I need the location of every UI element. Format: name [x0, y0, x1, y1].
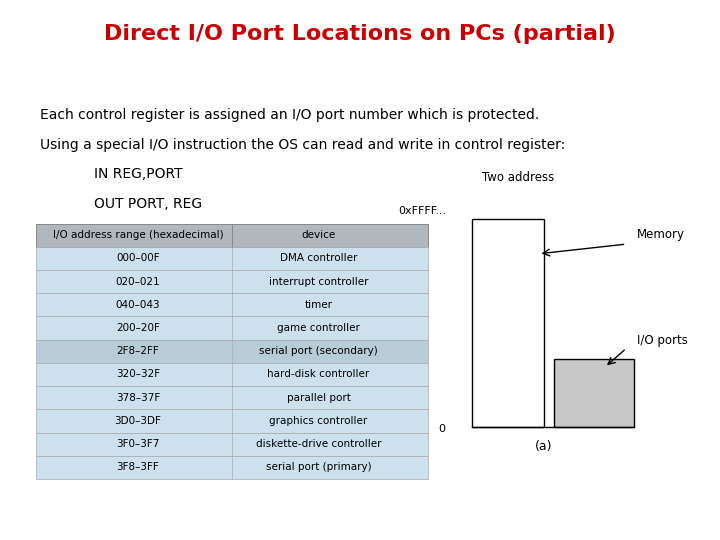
- Text: 0: 0: [438, 424, 445, 434]
- Text: timer: timer: [305, 300, 333, 310]
- Text: Using a special I/O instruction the OS can read and write in control register:: Using a special I/O instruction the OS c…: [40, 138, 565, 152]
- Text: (a): (a): [535, 440, 552, 453]
- Text: game controller: game controller: [277, 323, 360, 333]
- Text: Two address: Two address: [482, 171, 554, 184]
- Text: DMA controller: DMA controller: [280, 253, 357, 264]
- Text: hard-disk controller: hard-disk controller: [267, 369, 369, 380]
- Text: 378–37F: 378–37F: [116, 393, 160, 403]
- Text: interrupt controller: interrupt controller: [269, 276, 368, 287]
- Text: 020–021: 020–021: [116, 276, 161, 287]
- Text: IN REG,PORT: IN REG,PORT: [94, 167, 182, 181]
- Bar: [36, 224, 428, 247]
- Bar: [36, 409, 428, 433]
- Bar: [36, 293, 428, 316]
- Text: OUT PORT, REG: OUT PORT, REG: [94, 197, 202, 211]
- Text: 0xFFFF...: 0xFFFF...: [398, 206, 446, 215]
- Text: device: device: [302, 231, 336, 240]
- Text: serial port (secondary): serial port (secondary): [259, 346, 378, 356]
- Text: 320–32F: 320–32F: [116, 369, 160, 380]
- Text: I/O address range (hexadecimal): I/O address range (hexadecimal): [53, 231, 223, 240]
- Text: I/O ports: I/O ports: [637, 334, 688, 347]
- Bar: [36, 270, 428, 293]
- Text: diskette-drive controller: diskette-drive controller: [256, 439, 382, 449]
- Text: Memory: Memory: [637, 228, 685, 241]
- Bar: [36, 247, 428, 270]
- Bar: [554, 359, 634, 427]
- Text: 3D0–3DF: 3D0–3DF: [114, 416, 161, 426]
- Text: graphics controller: graphics controller: [269, 416, 368, 426]
- Text: 3F0–3F7: 3F0–3F7: [117, 439, 160, 449]
- Bar: [36, 316, 428, 340]
- Bar: [36, 386, 428, 409]
- Bar: [36, 340, 428, 363]
- Bar: [472, 219, 544, 427]
- Bar: [36, 456, 428, 479]
- Bar: [36, 363, 428, 386]
- Text: Direct I/O Port Locations on PCs (partial): Direct I/O Port Locations on PCs (partia…: [104, 24, 616, 44]
- Text: 040–043: 040–043: [116, 300, 161, 310]
- Text: 2F8–2FF: 2F8–2FF: [117, 346, 159, 356]
- Bar: [36, 433, 428, 456]
- Text: parallel port: parallel port: [287, 393, 351, 403]
- Text: 000–00F: 000–00F: [116, 253, 160, 264]
- Text: 3F8–3FF: 3F8–3FF: [117, 462, 159, 472]
- Text: Each control register is assigned an I/O port number which is protected.: Each control register is assigned an I/O…: [40, 108, 539, 122]
- Text: serial port (primary): serial port (primary): [266, 462, 372, 472]
- Text: 200–20F: 200–20F: [116, 323, 160, 333]
